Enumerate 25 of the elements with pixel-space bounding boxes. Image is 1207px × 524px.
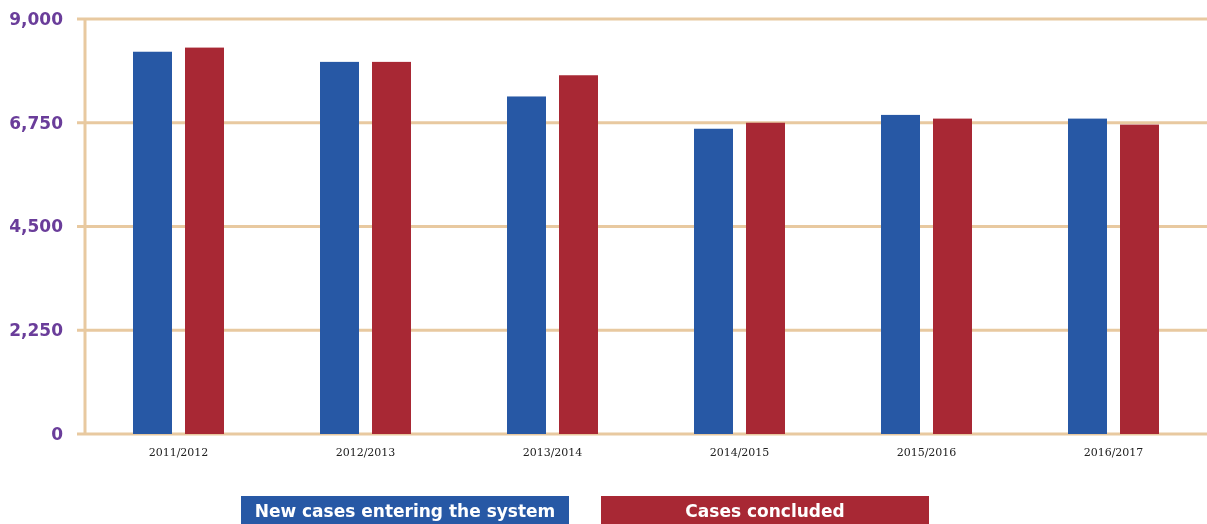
bar <box>694 128 733 434</box>
bar <box>881 114 920 434</box>
bar <box>1068 118 1107 434</box>
x-tick-label: 2013/2014 <box>522 446 583 459</box>
y-tick-label: 0 <box>51 423 64 444</box>
bar <box>933 118 972 434</box>
text: New cases entering the system <box>254 500 556 521</box>
bar <box>1120 124 1159 434</box>
x-tick-label: 2012/2013 <box>335 446 396 459</box>
bar <box>133 51 172 434</box>
bar <box>507 96 546 434</box>
x-tick-label: 2016/2017 <box>1083 446 1144 459</box>
y-tick-label: 6,750 <box>9 112 64 133</box>
x-tick-label: 2014/2015 <box>709 446 770 459</box>
bar <box>185 47 224 434</box>
y-tick-label: 4,500 <box>9 216 64 237</box>
x-tick-label: 2011/2012 <box>148 446 209 459</box>
bar <box>559 75 598 434</box>
y-tick-label: 2,250 <box>9 320 64 341</box>
bar <box>746 122 785 434</box>
text: Cases concluded <box>685 500 845 521</box>
x-tick-label: 2015/2016 <box>896 446 957 459</box>
y-tick-label: 9,000 <box>9 8 64 29</box>
bar <box>372 61 411 434</box>
bar <box>320 61 359 434</box>
